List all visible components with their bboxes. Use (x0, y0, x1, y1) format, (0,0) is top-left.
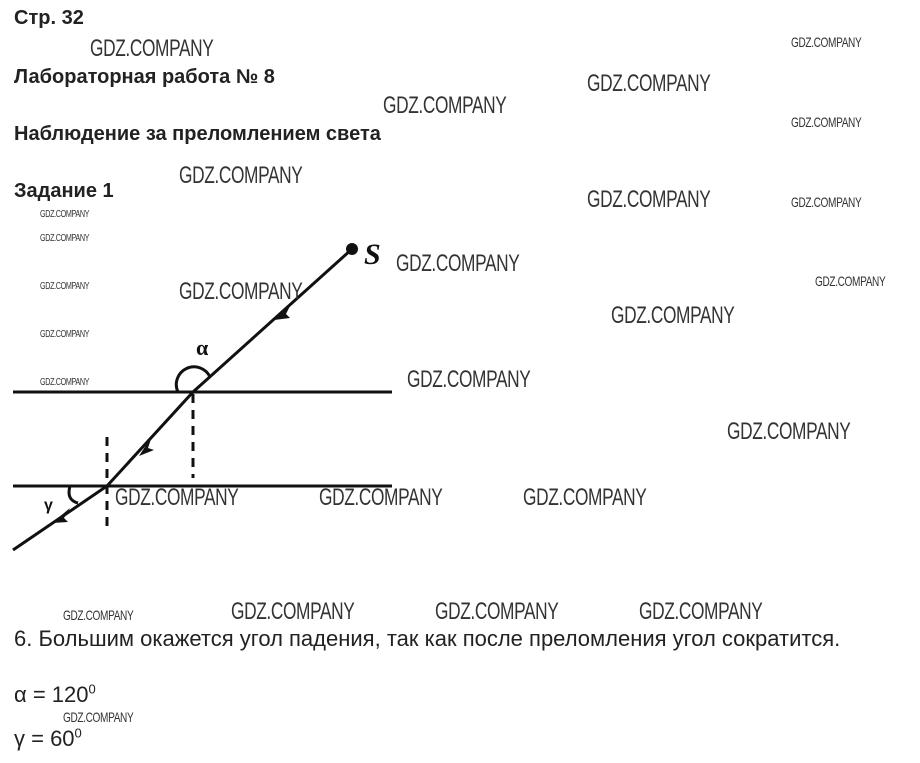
watermark: GDZ.COMPANY (791, 34, 862, 50)
watermark: GDZ.COMPANY (319, 484, 443, 511)
gamma-value-text: γ = 60 (14, 726, 75, 751)
light-source-point (346, 243, 358, 255)
alpha-arc (174, 365, 212, 393)
lab-title: Лабораторная работа № 8 (14, 66, 275, 88)
watermark: GDZ.COMPANY (407, 366, 531, 393)
source-label: S (364, 238, 381, 271)
alpha-degree: 0 (88, 681, 96, 697)
alpha-value-text: α = 120 (14, 682, 89, 707)
watermark: GDZ.COMPANY (587, 186, 711, 213)
watermark: GDZ.COMPANY (40, 281, 90, 292)
watermark: GDZ.COMPANY (639, 598, 763, 625)
watermark: GDZ.COMPANY (435, 598, 559, 625)
watermark: GDZ.COMPANY (179, 162, 303, 189)
watermark: GDZ.COMPANY (611, 302, 735, 329)
gamma-value: γ = 600 (14, 727, 82, 751)
arrow-head-2 (139, 436, 154, 456)
gamma-label: γ (44, 497, 53, 514)
alpha-label: α (196, 335, 209, 360)
watermark: GDZ.COMPANY (396, 250, 520, 277)
watermark: GDZ.COMPANY (40, 233, 90, 244)
watermark: GDZ.COMPANY (90, 35, 214, 62)
gamma-arc (67, 485, 79, 505)
watermark: GDZ.COMPANY (791, 194, 862, 210)
arrow-head-1 (274, 302, 292, 320)
watermark: GDZ.COMPANY (40, 329, 90, 340)
task-heading: Задание 1 (14, 180, 114, 202)
watermark: GDZ.COMPANY (115, 484, 239, 511)
watermark: GDZ.COMPANY (791, 114, 862, 130)
watermark: GDZ.COMPANY (63, 607, 134, 623)
watermark: GDZ.COMPANY (727, 418, 851, 445)
watermark: GDZ.COMPANY (383, 92, 507, 119)
watermark: GDZ.COMPANY (587, 70, 711, 97)
arrow-head-3 (52, 508, 70, 523)
watermark: GDZ.COMPANY (815, 273, 886, 289)
alpha-value: α = 1200 (14, 683, 96, 707)
watermark: GDZ.COMPANY (179, 278, 303, 305)
watermark: GDZ.COMPANY (40, 209, 90, 220)
answer-6: 6. Большим окажется угол падения, так ка… (14, 626, 841, 651)
watermark: GDZ.COMPANY (40, 377, 90, 388)
page-number: Стр. 32 (14, 7, 84, 29)
watermark: GDZ.COMPANY (231, 598, 355, 625)
lab-subject: Наблюдение за преломлением света (14, 123, 381, 145)
watermark: GDZ.COMPANY (523, 484, 647, 511)
watermark: GDZ.COMPANY (63, 709, 134, 725)
gamma-degree: 0 (74, 725, 82, 741)
